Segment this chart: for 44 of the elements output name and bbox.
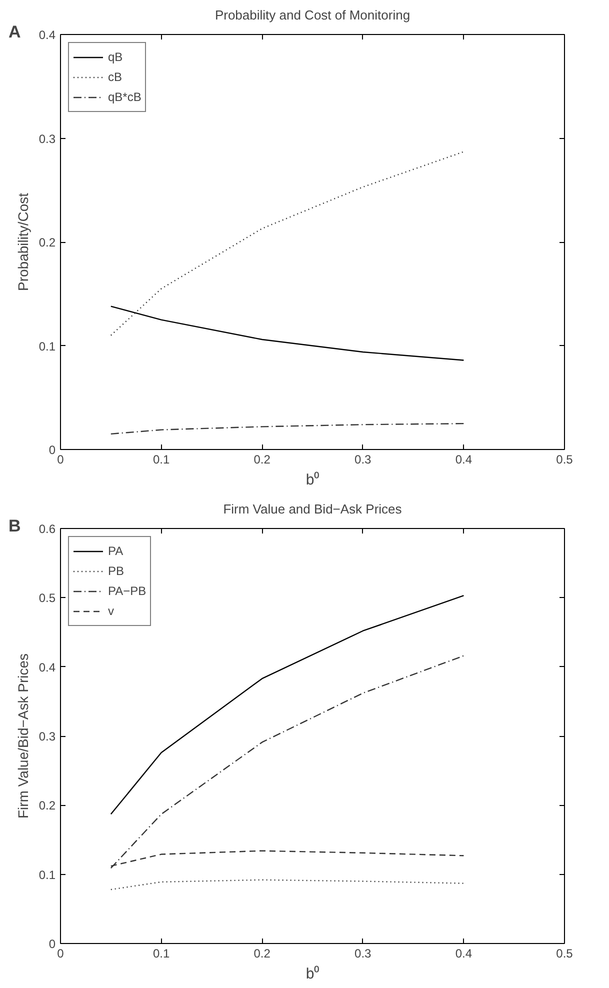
- line-series: [110, 151, 464, 336]
- y-tick-label: 0.6: [38, 522, 56, 536]
- legend-label: v: [108, 604, 115, 618]
- x-tick-label: 0.1: [152, 946, 170, 960]
- x-tick-label: 0.3: [354, 946, 372, 960]
- y-tick-label: 0.4: [38, 660, 56, 674]
- x-axis-title: b⁰: [306, 966, 320, 982]
- line-series: [110, 879, 464, 890]
- chart-title: Firm Value and Bid−Ask Prices: [223, 502, 402, 516]
- x-tick-label: 0.3: [354, 452, 372, 466]
- line-series: [110, 306, 464, 361]
- y-tick-label: 0: [48, 443, 56, 457]
- x-tick-label: 0.5: [556, 452, 574, 466]
- x-tick-label: 0.4: [455, 946, 472, 960]
- y-tick-label: 0.2: [38, 236, 56, 250]
- legend-label: PA−PB: [108, 584, 146, 598]
- x-tick-label: 0.5: [556, 946, 574, 960]
- legend-label: qB*cB: [108, 90, 142, 104]
- y-tick-label: 0.5: [38, 591, 56, 606]
- x-tick-label: 0.2: [254, 946, 271, 960]
- x-tick-label: 0.2: [254, 452, 271, 466]
- y-tick-label: 0.3: [38, 730, 56, 744]
- x-tick-label: 0.4: [455, 452, 472, 466]
- legend-label: PB: [108, 564, 126, 578]
- legend-label: PA: [108, 544, 124, 558]
- legend-label: cB: [108, 70, 124, 84]
- y-axis-title: Probability/Cost: [14, 192, 31, 292]
- text: B: [8, 516, 21, 536]
- y-tick-label: 0.1: [38, 868, 56, 882]
- legend-label: qB: [108, 50, 124, 64]
- y-tick-label: 0.3: [38, 132, 56, 146]
- chart-title: Probability and Cost of Monitoring: [214, 8, 410, 22]
- y-tick-label: 0.1: [38, 339, 56, 354]
- x-axis-title: b⁰: [306, 472, 320, 488]
- y-tick-label: 0.2: [38, 798, 56, 813]
- line-series: [110, 422, 464, 435]
- x-tick-label: 0: [57, 946, 64, 960]
- y-tick-label: 0: [48, 937, 56, 951]
- x-tick-label: 0.1: [152, 452, 170, 466]
- line-series: [110, 594, 464, 815]
- text: A: [8, 22, 21, 42]
- y-tick-label: 0.4: [38, 28, 56, 42]
- y-axis-title: Firm Value/Bid−Ask Prices: [14, 653, 31, 819]
- x-tick-label: 0: [57, 452, 64, 466]
